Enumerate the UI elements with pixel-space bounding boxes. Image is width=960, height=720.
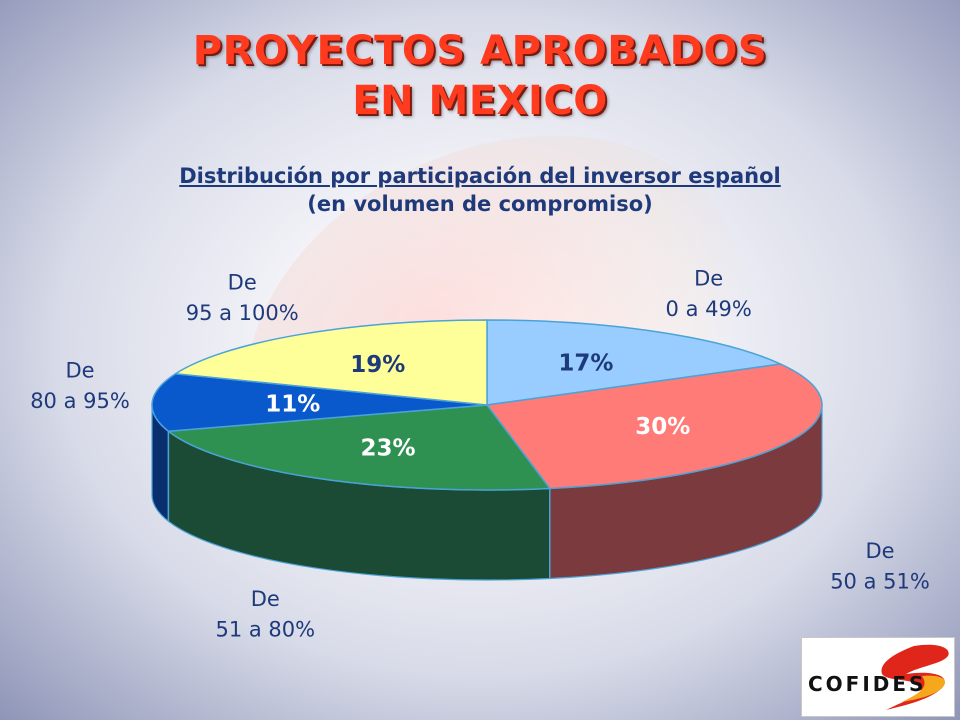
pie-category-label-2: De 51 a 80% bbox=[215, 587, 315, 641]
pie-slice-3 bbox=[151, 372, 488, 433]
cofides-logo-graphic: COFIDES bbox=[808, 644, 949, 710]
subtitle-line-1: Distribución por participación del inver… bbox=[179, 164, 781, 188]
pie-category-label-bottom-4: 95 a 100% bbox=[186, 301, 299, 325]
pie-slice-2 bbox=[167, 404, 551, 491]
pie-category-label-bottom-2: 51 a 80% bbox=[215, 617, 315, 641]
pie-slice-4 bbox=[174, 319, 488, 406]
pie-value-label-1: 30% bbox=[635, 414, 690, 440]
pie-value-label-0: 17% bbox=[558, 351, 613, 377]
title-line-1: PROYECTOS APROBADOS bbox=[192, 28, 768, 74]
pie-category-label-0: De 0 a 49% bbox=[666, 267, 752, 321]
pie-slice-1 bbox=[486, 363, 823, 490]
pie-category-label-bottom-3: 80 a 95% bbox=[30, 389, 130, 413]
pie-category-label-1: De 50 a 51% bbox=[830, 539, 930, 593]
pie-category-label-4: De 95 a 100% bbox=[186, 270, 299, 324]
title-line-2: EN MEXICO bbox=[352, 78, 608, 124]
pie-value-label-3: 11% bbox=[265, 391, 320, 417]
subtitle-line-2: (en volumen de compromiso) bbox=[307, 192, 653, 216]
pie-tops bbox=[151, 319, 823, 491]
pie-labels: 17% De 0 a 49% 30% De 50 a 51% 23% De 51 a 80% 11… bbox=[30, 267, 930, 642]
pie-value-label-4: 19% bbox=[350, 352, 405, 378]
pie-category-label-top-4: De bbox=[228, 270, 257, 294]
pie-category-label-top-0: De bbox=[694, 267, 723, 291]
pie-category-label-3: De 80 a 95% bbox=[30, 358, 130, 412]
page-title: PROYECTOS APROBADOS EN MEXICO bbox=[0, 26, 960, 126]
pie-category-label-top-2: De bbox=[251, 587, 280, 611]
pie-value-label-2: 23% bbox=[361, 435, 416, 461]
cofides-logo: COFIDES bbox=[801, 637, 955, 717]
logo-text: COFIDES bbox=[808, 672, 926, 696]
pie-slice-0 bbox=[486, 319, 782, 406]
pie-category-label-bottom-0: 0 a 49% bbox=[666, 297, 752, 321]
pie-category-label-top-3: De bbox=[65, 358, 94, 382]
pie-category-label-top-1: De bbox=[865, 539, 894, 563]
logo-swoosh-orange-icon bbox=[902, 675, 946, 702]
pie-category-label-bottom-1: 50 a 51% bbox=[830, 569, 930, 593]
chart-subtitle: Distribución por participación del inver… bbox=[0, 162, 960, 218]
